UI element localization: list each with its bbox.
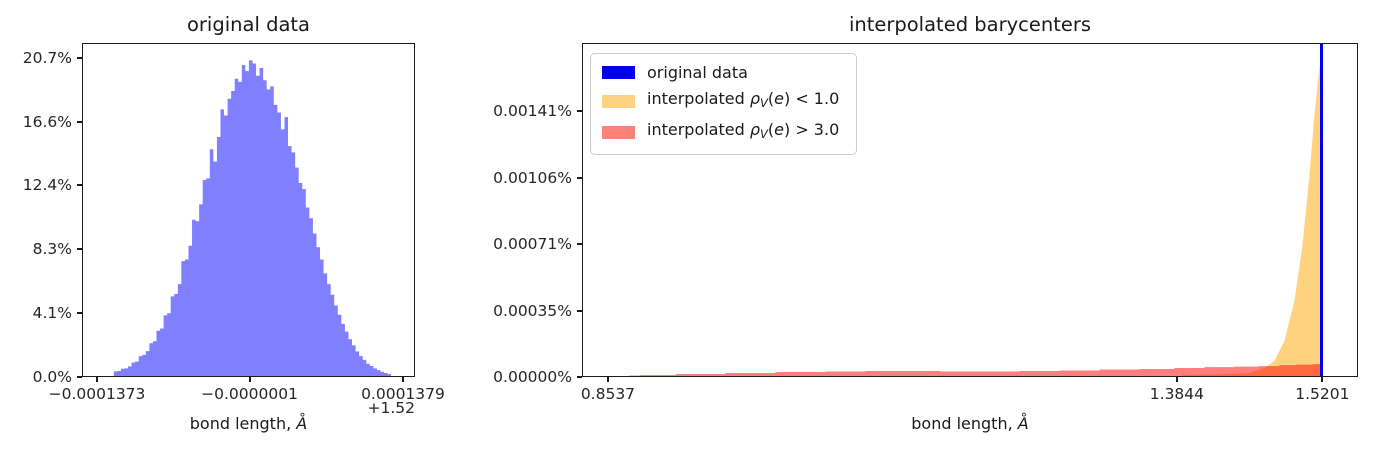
- label-text-part: A: [1017, 414, 1029, 433]
- label-text-part: ) > 3.0: [783, 120, 840, 140]
- label-text-part: e: [774, 120, 784, 140]
- legend-item: interpolated ρV(e) > 3.0: [602, 120, 839, 144]
- y-tick-mark: [577, 309, 582, 312]
- x-tick-mark: [606, 377, 609, 382]
- y-tick-label: 12.4%: [22, 176, 72, 195]
- y-tick-mark: [77, 56, 82, 59]
- histogram-bars: [113, 60, 392, 376]
- original-data-vline: [1320, 44, 1323, 376]
- x-tick-mark: [96, 377, 98, 382]
- label-text-part: interpolated: [647, 89, 750, 108]
- label-text-part: interpolated: [647, 120, 750, 140]
- left-plot-title: original data: [186, 13, 310, 36]
- y-tick-mark: [577, 110, 582, 113]
- right-plot-canvas: [628, 44, 1323, 376]
- x-tick-label: 1.3844: [1149, 385, 1205, 403]
- label-text-part: ) < 1.0: [783, 89, 840, 108]
- legend-swatch: [602, 125, 635, 139]
- y-tick-mark: [77, 376, 82, 378]
- left-plot-canvas: [113, 60, 392, 376]
- label-text-part: bond length,: [911, 414, 1018, 433]
- legend-label: original data: [647, 63, 748, 82]
- label-text-part: V: [760, 96, 768, 111]
- label-text-part: ρ: [749, 89, 760, 108]
- left-axes: [82, 43, 415, 377]
- legend: original data interpolated ρV(e) < 1.0 int…: [590, 53, 858, 156]
- y-tick-mark: [577, 376, 582, 378]
- label-text-part: ρ: [749, 120, 760, 140]
- x-tick-mark: [1321, 377, 1324, 382]
- y-tick-label: 0.00035%: [493, 301, 572, 320]
- distribution-fill: [628, 364, 1322, 376]
- label-text-part: (: [767, 89, 775, 108]
- y-tick-label: 0.0%: [32, 368, 72, 386]
- legend-label: interpolated ρV(e) > 3.0: [647, 120, 839, 144]
- y-tick-label: 0.00106%: [493, 168, 572, 187]
- label-text-part: V: [760, 127, 768, 142]
- x-tick-label: −0.0001373: [48, 385, 146, 403]
- label-text-part: e: [774, 89, 784, 108]
- y-tick-mark: [77, 312, 82, 315]
- x-tick-label: 0.0001379: [361, 385, 445, 403]
- y-tick-label: 20.7%: [22, 48, 72, 67]
- y-tick-label: 0.00000%: [493, 368, 572, 386]
- y-tick-mark: [77, 248, 82, 251]
- label-text-part: bond length,: [189, 414, 297, 433]
- x-tick-mark: [248, 377, 251, 382]
- legend-swatch: [602, 66, 635, 79]
- right-plot-title: interpolated barycenters: [848, 13, 1092, 36]
- legend-item: original data: [602, 63, 839, 82]
- label-text-part: (: [767, 120, 775, 140]
- legend-item: interpolated ρV(e) < 1.0: [602, 89, 839, 113]
- distribution-fill: [1182, 56, 1322, 376]
- y-tick-mark: [77, 184, 82, 187]
- label-text-part: A: [296, 414, 308, 433]
- right-axes: original data interpolated ρV(e) < 1.0 int…: [582, 43, 1358, 377]
- x-tick-mark: [1175, 377, 1178, 382]
- y-tick-mark: [577, 176, 582, 179]
- y-tick-label: 16.6%: [22, 112, 72, 131]
- y-tick-mark: [577, 243, 582, 246]
- x-tick-label: 0.8537: [580, 385, 636, 403]
- legend-swatch: [602, 94, 635, 108]
- y-tick-label: 8.3%: [32, 240, 72, 259]
- x-tick-label: 1.5201: [1295, 385, 1350, 403]
- x-tick-label: −0.0000001: [201, 385, 298, 403]
- y-tick-label: 0.00071%: [493, 235, 572, 254]
- y-tick-label: 0.00141%: [493, 102, 572, 121]
- legend-label: interpolated ρV(e) < 1.0: [647, 89, 839, 113]
- y-tick-mark: [77, 120, 82, 123]
- y-tick-label: 4.1%: [32, 304, 72, 323]
- x-tick-mark: [401, 377, 404, 382]
- label-text-part: original data: [647, 63, 748, 82]
- x-axis-offset-text: +1.52: [367, 399, 416, 417]
- left-x-axis-label: bond length, A°: [189, 410, 308, 433]
- right-x-axis-label: bond length, A°: [911, 410, 1029, 433]
